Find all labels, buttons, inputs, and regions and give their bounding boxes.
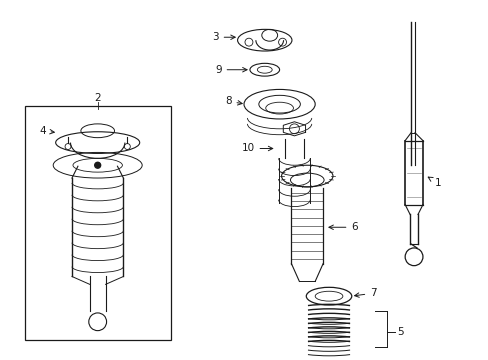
Text: 4: 4	[39, 126, 54, 136]
Text: 1: 1	[427, 177, 440, 188]
Circle shape	[95, 162, 101, 168]
Text: 8: 8	[224, 96, 242, 106]
Bar	[24, 106, 170, 341]
Text: 3: 3	[212, 32, 235, 42]
Text: 6: 6	[328, 222, 357, 232]
Text: 2: 2	[94, 93, 101, 103]
Text: 9: 9	[215, 65, 246, 75]
Text: 10: 10	[241, 144, 272, 153]
Text: 7: 7	[354, 288, 376, 298]
Text: 5: 5	[396, 327, 403, 337]
